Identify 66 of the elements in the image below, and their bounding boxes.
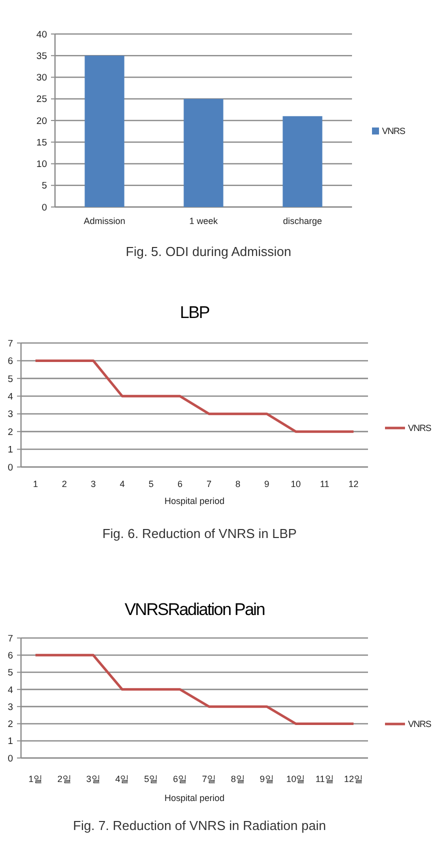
y-tick-label: 3 — [8, 702, 13, 713]
caption: Fig. 7. Reduction of VNRS in Radiation pain — [73, 818, 326, 833]
x-tick-label: 8 — [235, 479, 240, 489]
x-tick-label: 11 — [320, 479, 330, 489]
x-tick-label: discharge — [282, 216, 322, 226]
x-tick-label: 3일 — [86, 774, 100, 784]
y-tick-label: 4 — [8, 684, 13, 696]
x-tick-label: 12 — [348, 479, 359, 489]
y-tick-label: 0 — [8, 462, 13, 474]
y-tick-label: 40 — [36, 29, 47, 40]
y-tick-label: 4 — [8, 391, 13, 402]
x-tick-label: 2 — [62, 479, 67, 489]
y-tick-label: 30 — [36, 72, 47, 84]
y-tick-label: 2 — [8, 719, 13, 730]
chart-title: VNRSRadiation Pain — [124, 600, 265, 619]
x-tick-label: 10 — [290, 479, 301, 489]
y-tick-label: 20 — [36, 116, 47, 127]
caption: Fig. 5. ODI during Admission — [126, 244, 292, 259]
x-tick-label: 8일 — [230, 774, 245, 784]
x-tick-label: 9 — [264, 479, 270, 489]
chart-title: LBP — [180, 303, 210, 322]
line-series — [34, 654, 355, 725]
y-tick-label: 10 — [36, 159, 47, 170]
y-tick-label: 1 — [8, 736, 13, 748]
x-tick-label: 4일 — [115, 774, 130, 784]
y-tick-label: 2 — [8, 426, 13, 438]
x-tick-label: 9일 — [260, 774, 274, 784]
x-axis-title: Hospital period — [164, 793, 225, 803]
x-tick-label: 7일 — [202, 774, 216, 784]
bar — [84, 56, 124, 207]
y-tick-label: 15 — [36, 137, 47, 148]
y-tick-label: 35 — [36, 50, 47, 62]
x-tick-label: 3 — [90, 479, 96, 489]
y-tick-label: 25 — [36, 94, 47, 106]
x-tick-label: 1 week — [189, 216, 218, 226]
x-tick-label: 10일 — [286, 774, 306, 784]
y-tick-label: 5 — [8, 374, 13, 385]
x-tick-label: 12일 — [344, 774, 364, 784]
legend-label: VNRS — [408, 423, 432, 434]
y-tick-label: 6 — [8, 356, 13, 368]
x-tick-label: 6 — [178, 479, 183, 489]
x-tick-label: 6일 — [173, 774, 188, 784]
x-tick-label: 1일 — [28, 774, 42, 784]
y-tick-label: 7 — [8, 633, 13, 644]
y-tick-label: 0 — [42, 202, 47, 214]
line-series — [34, 359, 355, 433]
caption: Fig. 6. Reduction of VNRS in LBP — [102, 526, 297, 541]
y-tick-label: 7 — [8, 338, 13, 350]
bar — [184, 98, 224, 207]
x-tick-label: Admission — [84, 216, 126, 226]
x-tick-label: 7 — [206, 479, 212, 489]
y-tick-label: 3 — [8, 409, 13, 420]
y-tick-label: 1 — [8, 444, 13, 456]
y-tick-label: 5 — [42, 180, 47, 192]
x-tick-label: 11일 — [315, 774, 334, 784]
x-tick-label: 5 — [148, 479, 154, 489]
x-tick-label: 5일 — [144, 774, 158, 784]
legend-label: VNRS — [408, 719, 432, 730]
x-tick-label: 2일 — [57, 774, 72, 784]
legend-label: VNRS — [382, 126, 406, 136]
y-tick-label: 6 — [8, 650, 13, 662]
y-tick-label: 0 — [8, 753, 13, 764]
bar — [282, 116, 322, 207]
y-tick-label: 5 — [8, 668, 13, 679]
x-tick-label: 4 — [120, 479, 125, 489]
x-axis-title: Hospital period — [164, 496, 225, 506]
